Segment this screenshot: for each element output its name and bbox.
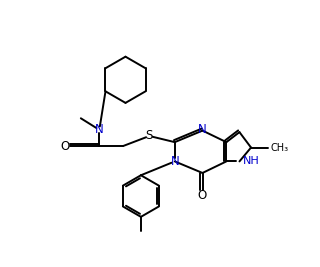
Text: NH: NH: [243, 156, 259, 166]
Text: O: O: [198, 189, 207, 202]
Text: O: O: [61, 139, 70, 152]
Text: N: N: [198, 123, 207, 136]
Text: N: N: [171, 155, 180, 168]
Text: S: S: [146, 129, 153, 143]
Text: N: N: [95, 123, 104, 136]
Text: CH₃: CH₃: [270, 143, 288, 152]
